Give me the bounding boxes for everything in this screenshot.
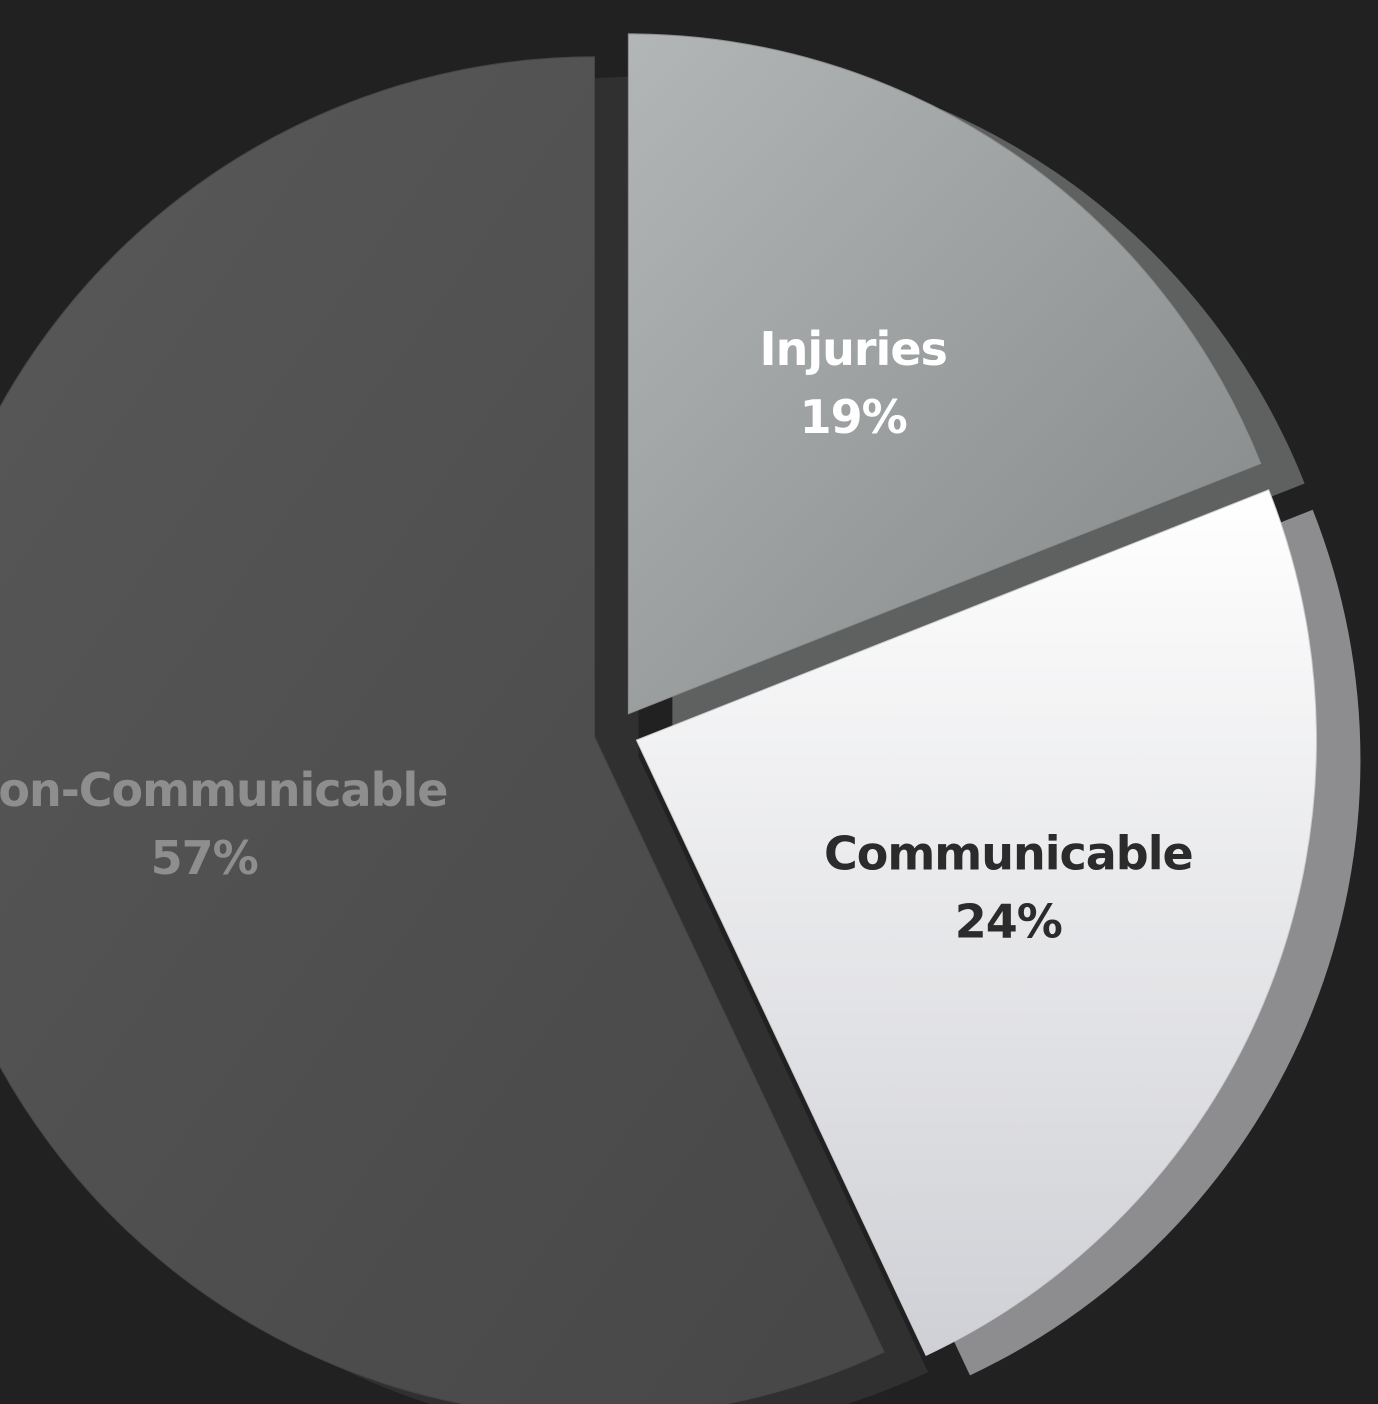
pie-slice-non-communicable	[0, 56, 885, 1404]
slice-label-injuries: Injuries	[759, 322, 946, 376]
slice-value-communicable: 24%	[955, 894, 1062, 948]
slice-value-non-communicable: 57%	[151, 831, 258, 885]
slice-label-communicable: Communicable	[824, 826, 1193, 880]
slice-label-non-communicable: Non-Communicable	[0, 763, 447, 817]
pie-slice-injuries	[627, 33, 1262, 715]
slice-value-injuries: 19%	[800, 390, 907, 444]
pie-slice-communicable	[635, 489, 1317, 1357]
